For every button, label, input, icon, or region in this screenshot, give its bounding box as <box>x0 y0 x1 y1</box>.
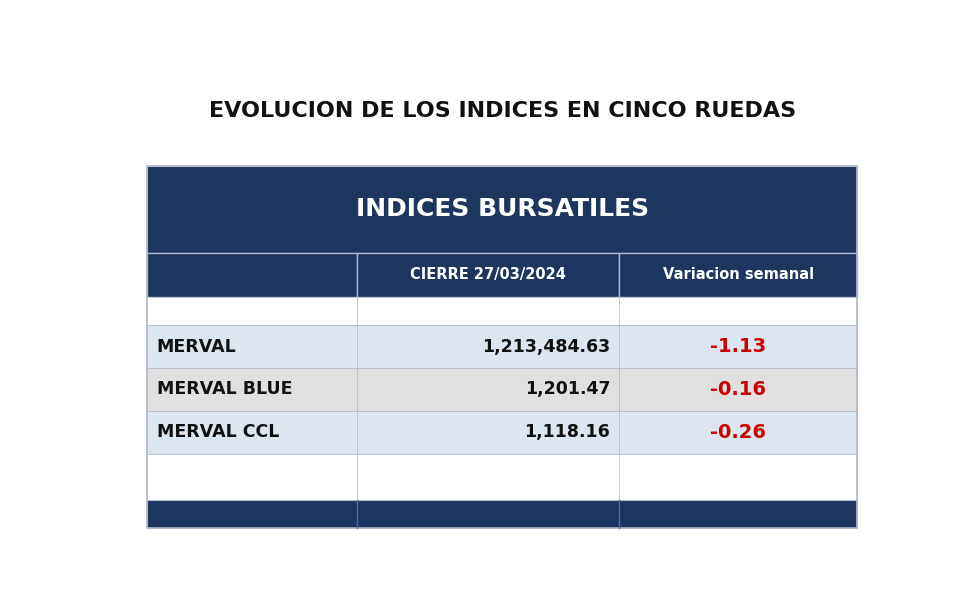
Bar <box>357 252 619 297</box>
Text: -0.16: -0.16 <box>710 380 766 399</box>
Bar <box>619 252 858 297</box>
Text: 1,118.16: 1,118.16 <box>524 423 611 441</box>
Bar <box>147 252 357 297</box>
Text: 1,213,484.63: 1,213,484.63 <box>482 338 611 356</box>
Bar <box>147 368 858 411</box>
Text: 1,201.47: 1,201.47 <box>524 380 611 398</box>
Bar <box>147 454 858 500</box>
Text: INDICES BURSATILES: INDICES BURSATILES <box>356 197 649 221</box>
Bar <box>147 166 858 528</box>
Text: Variacion semanal: Variacion semanal <box>662 268 813 282</box>
Text: CIERRE 27/03/2024: CIERRE 27/03/2024 <box>410 268 566 282</box>
Text: EVOLUCION DE LOS INDICES EN CINCO RUEDAS: EVOLUCION DE LOS INDICES EN CINCO RUEDAS <box>209 101 796 120</box>
Bar <box>147 325 858 368</box>
Bar <box>147 411 858 454</box>
Text: MERVAL: MERVAL <box>157 338 236 356</box>
Bar <box>147 252 858 297</box>
Text: MERVAL BLUE: MERVAL BLUE <box>157 380 292 398</box>
Bar <box>147 166 858 252</box>
Text: -0.26: -0.26 <box>710 422 766 441</box>
Bar <box>147 500 858 528</box>
Bar <box>147 297 858 325</box>
Text: MERVAL CCL: MERVAL CCL <box>157 423 279 441</box>
Text: -1.13: -1.13 <box>710 337 766 356</box>
